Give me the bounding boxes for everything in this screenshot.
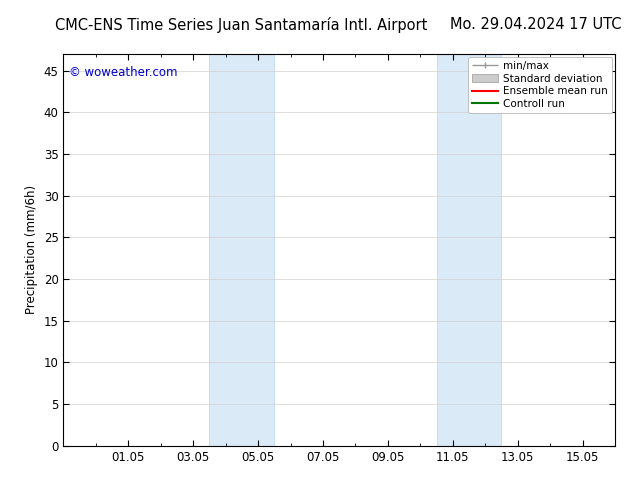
Text: Mo. 29.04.2024 17 UTC: Mo. 29.04.2024 17 UTC: [450, 17, 621, 32]
Text: CMC-ENS Time Series Juan Santamaría Intl. Airport: CMC-ENS Time Series Juan Santamaría Intl…: [55, 17, 427, 33]
Bar: [209, 54, 275, 446]
Bar: [437, 54, 501, 446]
Legend: min/max, Standard deviation, Ensemble mean run, Controll run: min/max, Standard deviation, Ensemble me…: [467, 57, 612, 113]
Text: © woweather.com: © woweather.com: [69, 66, 178, 79]
Y-axis label: Precipitation (mm/6h): Precipitation (mm/6h): [25, 185, 38, 315]
